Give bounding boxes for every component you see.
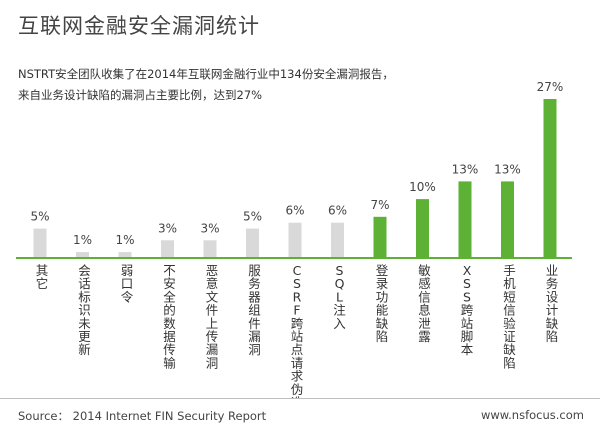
category-label-10: X S S 跨站脚本 [461, 263, 474, 357]
value-label-8: 7% [370, 198, 389, 212]
value-label-4: 3% [200, 221, 219, 235]
category-label-3: 不安全的数据传输 [163, 263, 176, 370]
bar-7 [331, 222, 344, 258]
subtitle-line-1: NSTRT安全团队收集了在2014年互联网金融行业中134份安全漏洞报告， [18, 67, 394, 81]
footer: Source： 2014 Internet FIN Security Repor… [0, 398, 600, 429]
bar-10 [458, 181, 472, 258]
category-label-9: 敏感信息泄露 [418, 263, 431, 344]
value-label-12: 27% [537, 80, 564, 94]
source-text: Source： 2014 Internet FIN Security Repor… [18, 409, 267, 423]
category-label-6: CSRF跨站点请求伪造 [291, 263, 304, 398]
value-label-2: 1% [115, 233, 134, 247]
category-label-5: 服务器组件漏洞 [248, 263, 261, 357]
value-label-3: 3% [158, 221, 177, 235]
value-label-0: 5% [30, 210, 49, 224]
bar-1 [76, 252, 89, 258]
website-text: www.nsfocus.com [480, 408, 584, 422]
chart-title: 互联网金融安全漏洞统计 [18, 14, 260, 38]
bar-3 [161, 240, 174, 258]
bar-4 [203, 240, 217, 258]
bar-11 [501, 181, 514, 258]
category-label-11: 手机短信验证缺陷 [503, 263, 516, 370]
category-label-1: 会话标识未更新 [78, 263, 91, 357]
value-label-7: 6% [328, 204, 347, 218]
bar-5 [246, 228, 259, 258]
value-label-10: 13% [452, 162, 479, 176]
bar-2 [118, 252, 132, 258]
category-label-0: 其它 [36, 263, 49, 291]
category-label-2: 弱口令 [121, 263, 134, 304]
bar-9 [416, 199, 429, 258]
bar-12 [543, 99, 557, 258]
chart-subtitle: NSTRT安全团队收集了在2014年互联网金融行业中134份安全漏洞报告， 来自… [18, 64, 394, 106]
value-label-5: 5% [243, 210, 262, 224]
bar-8 [373, 216, 387, 258]
value-label-11: 13% [494, 162, 521, 176]
bar-0 [33, 228, 47, 258]
category-label-12: 业务设计缺陷 [546, 263, 559, 344]
subtitle-line-2: 来自业务设计缺陷的漏洞占主要比例，达到27% [18, 88, 263, 102]
value-label-6: 6% [285, 204, 304, 218]
value-label-9: 10% [409, 180, 436, 194]
bar-chart: 5% 其它 1% 会话标识未更新 1% 弱口令 3% 不安全的数据传输 3% 恶意文件上传漏洞 5%… [16, 80, 572, 398]
category-label-7: S Q L 注入 [333, 263, 346, 331]
value-label-1: 1% [73, 233, 92, 247]
category-label-4: 恶意文件上传漏洞 [206, 263, 219, 370]
category-label-8: 登录功能缺陷 [376, 263, 389, 344]
bar-6 [288, 222, 302, 258]
